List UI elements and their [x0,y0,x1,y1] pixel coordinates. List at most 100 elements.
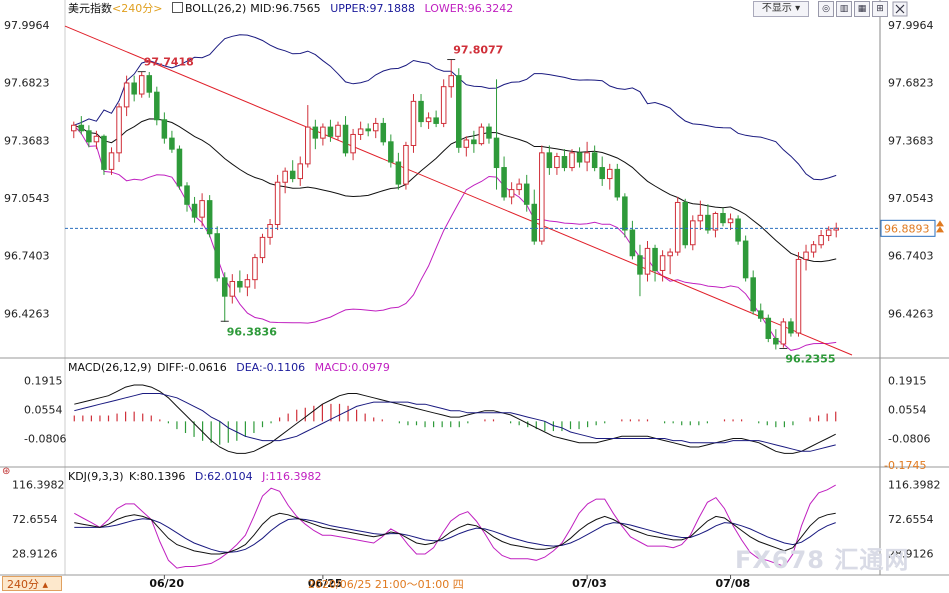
candle [448,59,454,98]
candle [440,79,447,128]
candle-body [810,244,817,253]
main-y-tick-right: 97.9964 [888,19,934,32]
candle [86,125,92,148]
kdj-label: KDJ(9,3,3) [68,470,124,483]
trend-line [64,25,853,356]
boll-toggle-icon[interactable] [171,2,183,13]
candle [169,130,175,153]
candle-body [554,156,560,169]
lower-label: LOWER:96.3242 [424,2,514,15]
candle [788,318,794,337]
boll-lower-line [73,124,837,351]
hide-button[interactable]: 不显示 ▾ [753,1,809,17]
candle [735,215,741,245]
candle [101,134,107,175]
candle [78,116,85,135]
candle [93,130,100,150]
candle-body [727,218,734,224]
candle [531,189,538,245]
candle-body [403,144,409,185]
candle-body [750,277,756,312]
candle [252,253,258,289]
main-y-tick-right: 97.0543 [888,192,934,205]
upper-label: UPPER:97.1888 [330,2,415,15]
candle-body [108,152,115,170]
candle-body [652,247,658,271]
extreme-annotation: 96.3836 [227,325,277,338]
candle [289,160,296,183]
candle [350,128,356,161]
kdj-y-tick-left: 116.3982 [12,479,65,492]
eye-icon[interactable]: ◎ [818,1,834,17]
candle [327,119,334,142]
candle [818,230,824,249]
candle-body [93,135,100,143]
candle [825,226,832,242]
candle-body [267,224,273,238]
candle [123,75,130,117]
candle [591,145,598,172]
macd-y-tick-left: -0.0806 [24,433,66,446]
candle-body [735,218,741,242]
candle-body [199,200,205,218]
candle [508,182,515,205]
candle-body [252,257,258,281]
candle [388,134,394,168]
candle [682,198,689,249]
macd-dea-line [74,393,836,452]
macd-y-tick-right: -0.0806 [888,433,930,446]
candle [765,314,772,343]
candle-body [418,100,424,123]
candle [606,163,613,190]
candle-body [667,251,673,257]
boll-mid-line [73,118,837,263]
candle [652,244,658,282]
candle [750,270,756,315]
candle [71,121,77,139]
d-label: D:62.0104 [194,470,253,483]
candle [614,163,621,201]
candle-body [425,117,432,123]
main-y-tick-left: 97.3683 [4,134,50,147]
candle-body [644,247,651,275]
kdj-header: KDJ(9,3,3) K:80.1396 D:62.0104 J:116.398… [68,470,328,484]
candle [501,156,507,201]
macd-y-tick-left: 0.0554 [24,403,63,416]
main-y-tick-right: 97.6823 [888,77,934,90]
candle [425,112,432,129]
candle [229,274,236,304]
candle-body [637,255,643,275]
candle-body [712,212,719,231]
candle-body [297,163,304,180]
period-button[interactable]: 240分 ▴ [2,576,62,591]
close-icon-glyph [895,4,905,14]
main-y-tick-right: 97.3683 [888,134,934,147]
candle [176,145,183,190]
candle-body [305,126,311,165]
kdj-d-line [74,518,836,553]
candle-body [312,126,319,139]
candle [554,152,560,175]
chart-icon[interactable]: ▥ [836,1,852,17]
kdj-y-tick-right: 28.9126 [888,547,934,560]
candle [274,174,281,231]
macd-y-tick-right: 0.0554 [888,403,927,416]
candle [335,121,341,140]
candle-body [206,200,213,235]
maximize-icon[interactable]: ⊞ [872,1,888,17]
settings-icon[interactable]: ▦ [854,1,870,17]
candle [456,68,462,153]
candle-body [169,137,175,150]
macd-label: MACD(26,12,9) [68,361,152,374]
candle [622,193,628,238]
close-icon[interactable] [892,1,908,17]
extreme-annotation: 97.7418 [144,56,194,69]
candle [667,248,673,275]
hide-button-label: 不显示 [761,3,792,14]
candle-body [395,161,402,185]
candle [320,123,326,146]
macd-dea-tag: -0.1745 [884,459,926,472]
lock-icon[interactable]: ⊛ [2,466,11,477]
